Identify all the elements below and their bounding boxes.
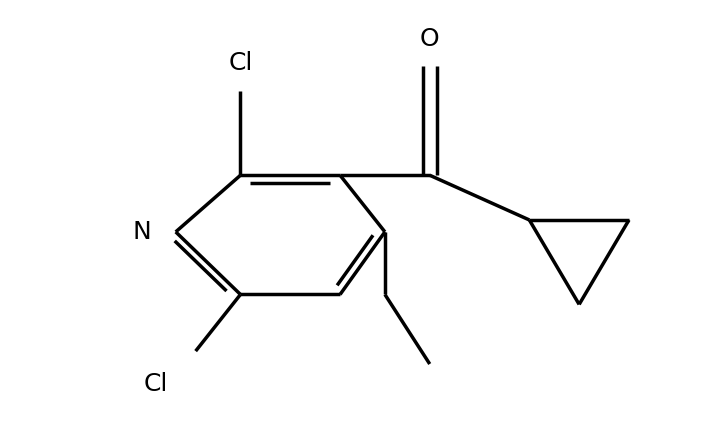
Text: Cl: Cl	[144, 372, 168, 396]
Text: O: O	[420, 27, 440, 51]
Text: Cl: Cl	[228, 51, 253, 75]
Text: N: N	[132, 220, 151, 244]
